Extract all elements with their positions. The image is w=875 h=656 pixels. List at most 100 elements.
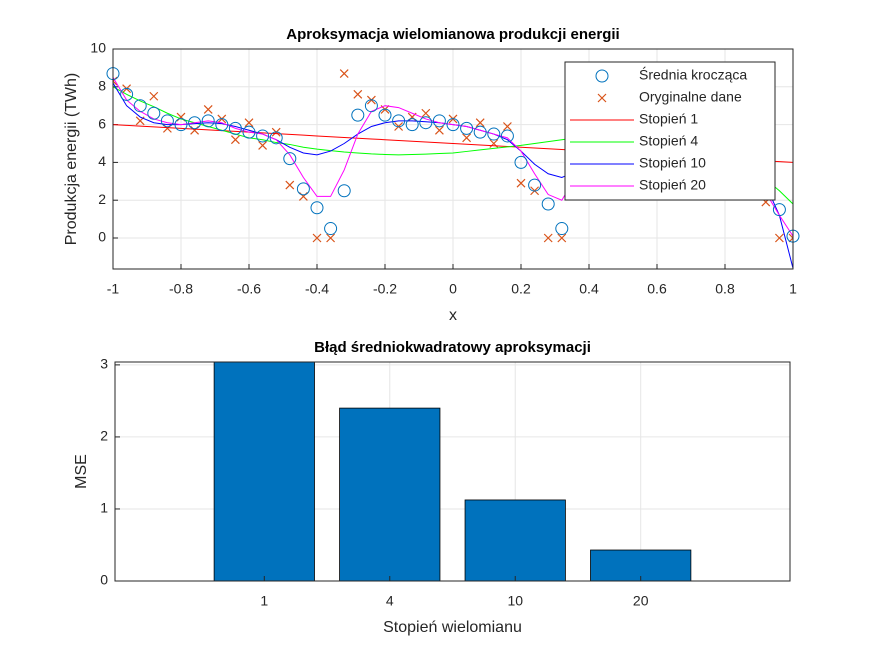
x-axis-label: Stopień wielomianu — [383, 619, 522, 636]
marker-circle — [256, 129, 270, 143]
y-axis-label: MSE — [73, 454, 90, 489]
marker-circle — [541, 197, 555, 211]
x-tick-label: 0 — [449, 281, 457, 297]
marker-cross — [312, 233, 322, 243]
marker-cross — [462, 133, 472, 143]
marker-cross — [421, 108, 431, 118]
x-tick-label: 1 — [789, 281, 797, 297]
marker-cross — [244, 118, 254, 128]
y-tick-label: 10 — [90, 40, 106, 56]
marker-circle — [392, 114, 406, 128]
marker-circle — [188, 116, 202, 130]
chart-title: Błąd średniokwadratowy aproksymacji — [314, 339, 591, 356]
marker-cross — [502, 122, 512, 131]
legend-marker — [597, 93, 607, 103]
marker-cross — [203, 105, 213, 114]
y-axis-label: Produkcja energii (TWh) — [63, 73, 80, 246]
marker-circle — [337, 184, 351, 198]
marker-circle — [555, 222, 569, 236]
marker-cross — [230, 135, 240, 145]
marker-circle — [473, 125, 487, 139]
marker-circle — [460, 121, 474, 135]
marker-cross — [258, 140, 268, 150]
legend-label: Stopień 1 — [639, 111, 698, 127]
x-tick-label: -0.8 — [169, 281, 193, 297]
y-tick-label: 0 — [100, 572, 108, 588]
x-tick-label: -1 — [107, 281, 120, 297]
marker-circle — [310, 201, 324, 215]
marker-circle — [228, 121, 242, 135]
marker-circle — [242, 125, 256, 139]
marker-circle — [133, 99, 147, 113]
marker-cross — [788, 233, 793, 243]
x-tick-label: 0.4 — [579, 281, 599, 297]
legend-label: Stopień 4 — [639, 133, 698, 149]
marker-circle — [487, 127, 501, 141]
marker-circle — [351, 108, 365, 122]
marker-circle — [324, 222, 338, 236]
marker-cross — [339, 69, 349, 78]
y-tick-label: 6 — [98, 115, 106, 131]
marker-cross — [543, 233, 553, 243]
y-tick-label: 2 — [100, 428, 108, 444]
marker-circle — [419, 116, 433, 130]
marker-cross — [557, 233, 567, 243]
bar — [590, 549, 692, 581]
y-tick-label: 2 — [98, 191, 106, 207]
marker-circle — [528, 178, 542, 192]
marker-circle — [446, 118, 460, 132]
marker-circle — [405, 118, 419, 132]
x-tick-label: -0.6 — [237, 281, 261, 297]
marker-cross — [516, 178, 526, 188]
x-tick-label: 0.8 — [715, 281, 735, 297]
x-tick-label: 0.2 — [511, 281, 531, 297]
marker-circle — [296, 182, 310, 196]
y-tick-label: 4 — [98, 153, 106, 169]
x-tick-label: 1 — [260, 593, 268, 609]
marker-circle — [772, 203, 786, 217]
axes-frame — [112, 48, 794, 270]
legend-label: Średnia krocząca — [639, 66, 747, 83]
bar — [464, 499, 566, 581]
marker-cross — [149, 91, 159, 101]
marker-circle — [215, 118, 229, 132]
marker-circle — [201, 114, 215, 128]
marker-circle — [174, 118, 188, 132]
marker-cross — [475, 118, 485, 128]
x-tick-label: 10 — [507, 593, 523, 609]
legend-box — [564, 61, 776, 201]
x-tick-label: 4 — [386, 593, 394, 609]
marker-circle — [269, 131, 283, 145]
legend-label: Stopień 10 — [639, 155, 706, 171]
x-tick-label: 20 — [633, 593, 649, 609]
bar — [213, 362, 315, 581]
marker-cross — [353, 89, 363, 99]
x-tick-label: -0.4 — [305, 281, 329, 297]
legend-marker — [595, 69, 609, 83]
x-tick-label: -0.2 — [373, 281, 397, 297]
legend-label: Stopień 20 — [639, 177, 706, 193]
y-tick-label: 8 — [98, 78, 106, 94]
plot-area — [213, 362, 692, 581]
y-tick-label: 3 — [100, 356, 108, 372]
marker-circle — [432, 114, 446, 128]
marker-circle — [514, 155, 528, 169]
marker-circle — [500, 129, 514, 143]
axes-frame — [114, 361, 791, 582]
bar — [339, 407, 441, 581]
marker-circle — [364, 99, 378, 113]
y-tick-label: 0 — [98, 229, 106, 245]
marker-cross — [285, 180, 295, 190]
marker-circle — [283, 152, 297, 166]
marker-cross — [326, 233, 336, 243]
x-tick-label: 0.6 — [647, 281, 667, 297]
marker-circle — [120, 87, 134, 101]
legend-label: Oryginalne dane — [639, 89, 742, 105]
y-tick-label: 1 — [100, 500, 108, 516]
marker-circle — [160, 114, 174, 128]
chart-title: Aproksymacja wielomianowa produkcji ener… — [286, 26, 619, 43]
marker-cross — [434, 125, 444, 135]
marker-circle — [147, 106, 161, 120]
marker-cross — [774, 233, 784, 243]
